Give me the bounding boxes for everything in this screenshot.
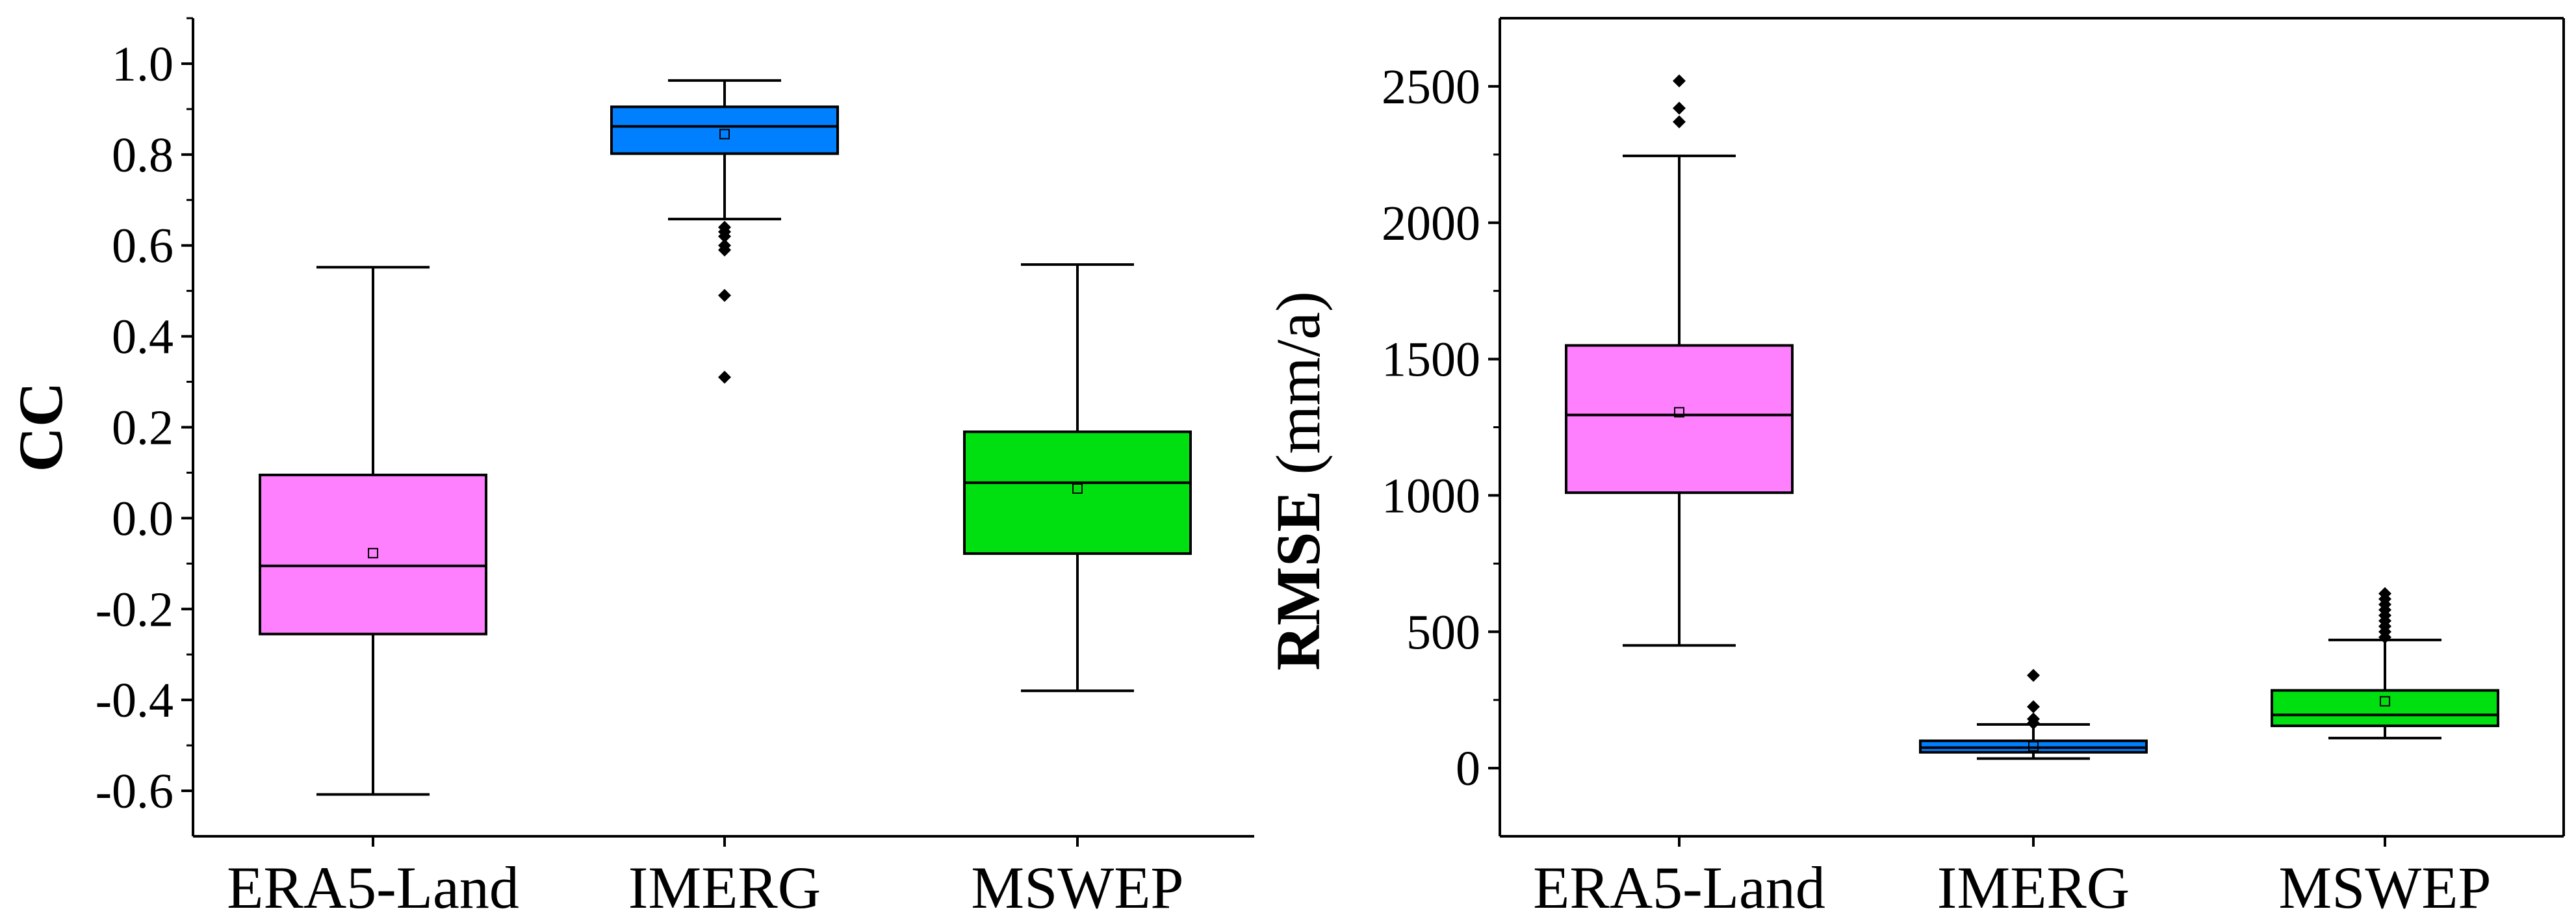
outlier-point — [718, 243, 731, 257]
box-imerg — [610, 79, 839, 384]
x-tick-label: IMERG — [628, 854, 821, 921]
x-tick-label: ERA5-Land — [1533, 854, 1825, 921]
y-tick-label: 500 — [1406, 605, 1480, 660]
box-imerg — [1919, 669, 2148, 760]
box-iqr — [259, 473, 487, 635]
mean-marker — [2028, 741, 2039, 752]
mean-marker — [368, 548, 378, 559]
box-iqr — [1565, 344, 1794, 494]
outlier-point — [2027, 712, 2040, 726]
y-tick-label: 0.8 — [112, 128, 174, 183]
y-tick-label: -0.6 — [96, 764, 174, 819]
outlier-point — [1673, 101, 1686, 115]
y-axis-label: RMSE (mm/a) — [1263, 291, 1333, 671]
outlier-point — [2378, 587, 2391, 600]
box-era5-land — [1565, 74, 1794, 647]
y-tick-label: -0.4 — [96, 673, 174, 728]
x-tick-label: MSWEP — [2278, 854, 2491, 921]
x-tick-label: MSWEP — [971, 854, 1183, 921]
y-tick-label: 0.0 — [112, 491, 174, 546]
box-mswep — [2271, 587, 2499, 739]
box-mswep — [963, 263, 1192, 693]
box-iqr — [2271, 689, 2499, 728]
y-tick-label: 0.4 — [112, 310, 174, 365]
box-era5-land — [259, 266, 487, 796]
mean-marker — [719, 129, 730, 140]
y-tick-label: -0.2 — [96, 582, 174, 637]
outlier-point — [2027, 669, 2040, 682]
y-axis-label: CC — [6, 382, 75, 472]
y-tick-label: 2500 — [1382, 60, 1480, 114]
x-tick-label: IMERG — [1937, 854, 2130, 921]
mean-marker — [1072, 483, 1083, 494]
outlier-point — [2027, 700, 2040, 713]
x-tick-label: ERA5-Land — [227, 854, 519, 921]
y-tick-label: 0 — [1456, 741, 1480, 796]
mean-marker — [2380, 696, 2390, 707]
box-iqr — [610, 105, 839, 155]
y-tick-label: 1.0 — [112, 37, 174, 92]
y-axis-label-main: RMSE — [1263, 491, 1333, 671]
chart-rmse: 0 500 1000 1500 2000 2500 ERA5-Land IMERG MSWEP R… — [1263, 17, 2565, 921]
outlier-point — [1673, 74, 1686, 88]
y-tick-label: 0.6 — [112, 219, 174, 274]
y-tick-label: 1500 — [1382, 333, 1480, 387]
y-axis-label-unit: (mm/a) — [1263, 291, 1333, 491]
y-tick-label: 2000 — [1382, 196, 1480, 251]
outlier-point — [718, 229, 731, 243]
outlier-point — [718, 370, 731, 384]
y-tick-label: 1000 — [1382, 468, 1480, 523]
y-tick-label: 0.2 — [112, 401, 174, 456]
mean-marker — [1674, 407, 1684, 418]
outlier-point — [718, 289, 731, 302]
chart-cc: -0.6 -0.4 -0.2 0.0 0.2 0.4 0.6 0.8 1.0 ERA5-Land I… — [6, 17, 1254, 921]
outlier-point — [1673, 115, 1686, 129]
